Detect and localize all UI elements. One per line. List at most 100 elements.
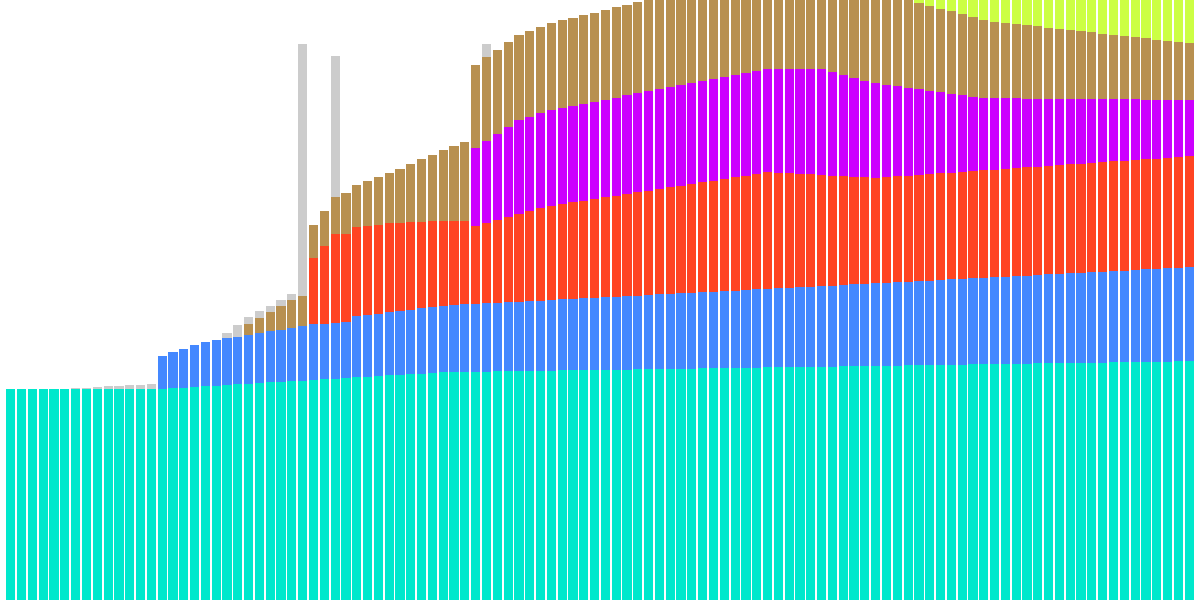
Bar xyxy=(396,375,404,600)
Bar xyxy=(968,0,978,17)
Bar xyxy=(265,382,275,600)
Bar xyxy=(904,176,913,281)
Bar xyxy=(1130,362,1140,600)
Bar xyxy=(384,173,394,223)
Bar xyxy=(190,387,199,600)
Bar xyxy=(298,380,307,600)
Bar xyxy=(1109,99,1118,161)
Bar xyxy=(623,194,631,296)
Bar xyxy=(1184,361,1194,600)
Bar xyxy=(319,324,329,379)
Bar xyxy=(968,364,978,600)
Bar xyxy=(817,286,827,367)
Bar xyxy=(1174,361,1183,600)
Bar xyxy=(1012,0,1021,24)
Bar xyxy=(666,87,674,187)
Bar xyxy=(1184,267,1194,361)
Bar xyxy=(623,5,631,95)
Bar xyxy=(569,299,577,370)
Bar xyxy=(157,389,167,600)
Bar xyxy=(958,14,967,95)
Bar xyxy=(752,289,761,368)
Bar xyxy=(677,85,685,185)
Bar xyxy=(1130,37,1140,100)
Bar xyxy=(1022,364,1032,600)
Bar xyxy=(265,312,275,331)
Bar xyxy=(71,388,80,389)
Bar xyxy=(308,225,318,257)
Bar xyxy=(493,371,502,600)
Bar xyxy=(623,370,631,600)
Bar xyxy=(666,187,674,294)
Bar xyxy=(796,287,804,367)
Bar xyxy=(114,386,124,389)
Bar xyxy=(450,146,458,221)
Bar xyxy=(774,367,782,600)
Bar xyxy=(1033,167,1043,275)
Bar xyxy=(569,202,577,299)
Bar xyxy=(968,97,978,171)
Bar xyxy=(1120,271,1129,362)
Bar xyxy=(666,369,674,600)
Bar xyxy=(968,171,978,278)
Bar xyxy=(472,372,480,600)
Bar xyxy=(1055,0,1064,29)
Bar xyxy=(450,372,458,600)
Bar xyxy=(806,0,816,69)
Bar xyxy=(276,329,286,382)
Bar xyxy=(731,177,739,290)
Bar xyxy=(752,0,761,71)
Bar xyxy=(580,370,588,600)
Bar xyxy=(461,221,469,304)
Bar xyxy=(796,69,804,174)
Bar xyxy=(817,0,827,70)
Bar xyxy=(558,20,566,108)
Bar xyxy=(1044,274,1054,364)
Bar xyxy=(882,283,892,366)
Bar xyxy=(947,365,956,600)
Bar xyxy=(341,322,350,378)
Bar xyxy=(1120,362,1129,600)
Bar xyxy=(1098,162,1108,272)
Bar xyxy=(276,306,286,329)
Bar xyxy=(1184,100,1194,156)
Bar xyxy=(1087,32,1097,99)
Bar xyxy=(1044,166,1054,274)
Bar xyxy=(979,20,989,98)
Bar xyxy=(222,334,232,338)
Bar xyxy=(1141,159,1151,269)
Bar xyxy=(482,58,491,141)
Bar xyxy=(828,367,838,600)
Bar xyxy=(1055,165,1064,274)
Bar xyxy=(1163,0,1172,41)
Bar xyxy=(763,289,772,367)
Bar xyxy=(936,0,946,8)
Bar xyxy=(720,291,728,368)
Bar xyxy=(1022,0,1032,25)
Bar xyxy=(828,176,838,286)
Bar xyxy=(1120,161,1129,271)
Bar xyxy=(276,382,286,600)
Bar xyxy=(893,365,902,600)
Bar xyxy=(330,234,340,323)
Bar xyxy=(428,221,437,307)
Bar xyxy=(233,385,242,600)
Bar xyxy=(308,380,318,600)
Bar xyxy=(850,176,859,284)
Bar xyxy=(190,345,199,387)
Bar xyxy=(569,370,577,600)
Bar xyxy=(828,286,838,367)
Bar xyxy=(914,89,924,175)
Bar xyxy=(634,2,642,94)
Bar xyxy=(1174,42,1183,100)
Bar xyxy=(925,5,935,91)
Bar xyxy=(547,371,556,600)
Bar xyxy=(612,196,620,296)
Bar xyxy=(558,370,566,600)
Bar xyxy=(979,98,989,170)
Bar xyxy=(1055,99,1064,165)
Bar xyxy=(308,325,318,380)
Bar xyxy=(493,134,502,220)
Bar xyxy=(688,184,696,293)
Bar xyxy=(936,92,946,173)
